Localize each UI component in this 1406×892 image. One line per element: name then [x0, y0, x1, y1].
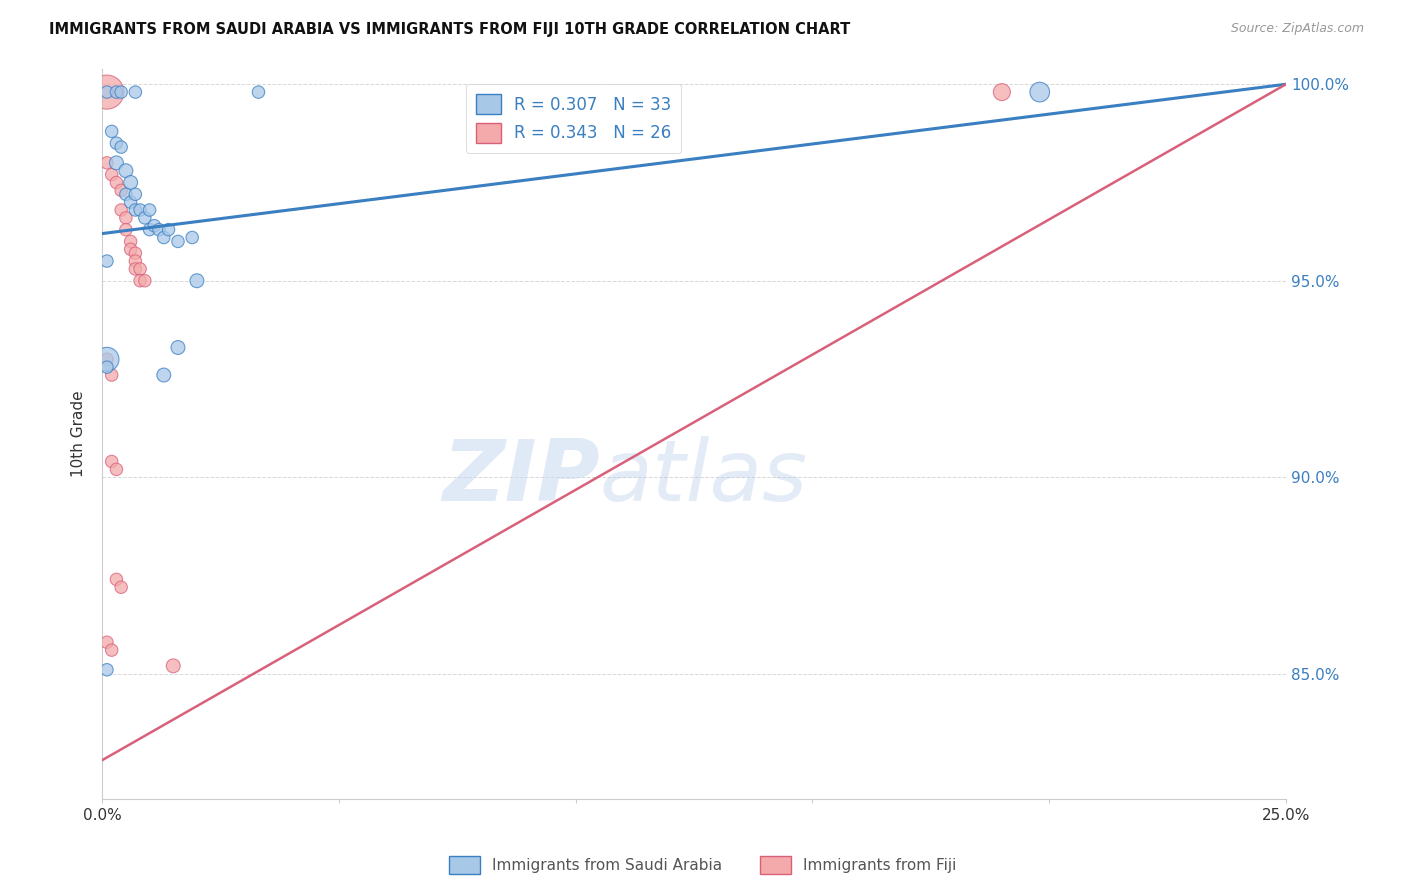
Text: Source: ZipAtlas.com: Source: ZipAtlas.com	[1230, 22, 1364, 36]
Point	[105, 156, 128, 170]
Legend: R = 0.307   N = 33, R = 0.343   N = 26: R = 0.307 N = 33, R = 0.343 N = 26	[465, 84, 682, 153]
Point	[124, 246, 146, 260]
Point	[115, 163, 138, 178]
Point	[96, 635, 118, 649]
Point	[120, 235, 142, 249]
Point	[129, 202, 152, 217]
Point	[115, 222, 138, 236]
Point	[115, 187, 138, 202]
Point	[120, 176, 142, 190]
Point	[129, 261, 152, 276]
Point	[138, 222, 160, 236]
Point	[110, 85, 132, 99]
Point	[124, 254, 146, 268]
Point	[124, 261, 146, 276]
Point	[134, 274, 156, 288]
Point	[96, 85, 118, 99]
Point	[105, 136, 128, 151]
Point	[105, 85, 128, 99]
Point	[167, 235, 190, 249]
Point	[105, 573, 128, 587]
Point	[124, 85, 146, 99]
Point	[152, 368, 174, 382]
Point	[96, 352, 118, 367]
Point	[991, 85, 1014, 99]
Point	[100, 643, 122, 657]
Point	[96, 663, 118, 677]
Point	[138, 202, 160, 217]
Point	[124, 202, 146, 217]
Point	[143, 219, 166, 233]
Point	[148, 222, 170, 236]
Point	[100, 124, 122, 138]
Point	[1029, 85, 1052, 99]
Point	[152, 230, 174, 244]
Point	[181, 230, 204, 244]
Point	[186, 274, 208, 288]
Text: IMMIGRANTS FROM SAUDI ARABIA VS IMMIGRANTS FROM FIJI 10TH GRADE CORRELATION CHAR: IMMIGRANTS FROM SAUDI ARABIA VS IMMIGRAN…	[49, 22, 851, 37]
Point	[115, 211, 138, 225]
Text: ZIP: ZIP	[441, 436, 599, 519]
Y-axis label: 10th Grade: 10th Grade	[72, 391, 86, 477]
Point	[167, 341, 190, 355]
Point	[100, 454, 122, 468]
Point	[110, 202, 132, 217]
Text: atlas: atlas	[599, 436, 807, 519]
Point	[105, 462, 128, 476]
Point	[129, 274, 152, 288]
Point	[96, 85, 118, 99]
Point	[105, 176, 128, 190]
Point	[96, 254, 118, 268]
Point	[157, 222, 180, 236]
Point	[120, 195, 142, 210]
Legend: Immigrants from Saudi Arabia, Immigrants from Fiji: Immigrants from Saudi Arabia, Immigrants…	[443, 850, 963, 880]
Point	[162, 658, 184, 673]
Point	[134, 211, 156, 225]
Point	[110, 580, 132, 594]
Point	[247, 85, 270, 99]
Point	[120, 242, 142, 256]
Point	[100, 168, 122, 182]
Point	[110, 140, 132, 154]
Point	[96, 360, 118, 375]
Point	[110, 183, 132, 197]
Point	[124, 187, 146, 202]
Point	[96, 352, 118, 367]
Point	[100, 368, 122, 382]
Point	[96, 156, 118, 170]
